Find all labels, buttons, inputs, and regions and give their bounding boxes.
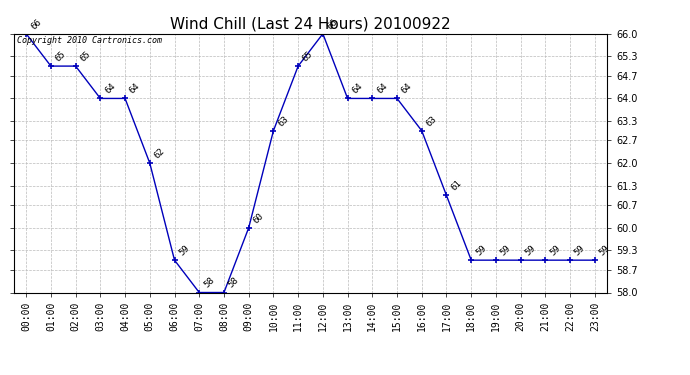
Text: 65: 65 <box>301 50 315 63</box>
Text: 63: 63 <box>424 114 439 128</box>
Text: 64: 64 <box>400 82 414 96</box>
Text: 66: 66 <box>29 17 43 31</box>
Text: 64: 64 <box>351 82 364 96</box>
Text: 59: 59 <box>177 243 191 257</box>
Text: 64: 64 <box>128 82 142 96</box>
Text: 62: 62 <box>152 146 166 160</box>
Text: 58: 58 <box>227 276 241 290</box>
Text: 64: 64 <box>103 82 117 96</box>
Text: Copyright 2010 Cartronics.com: Copyright 2010 Cartronics.com <box>17 36 161 45</box>
Text: 65: 65 <box>54 50 68 63</box>
Text: 60: 60 <box>251 211 266 225</box>
Title: Wind Chill (Last 24 Hours) 20100922: Wind Chill (Last 24 Hours) 20100922 <box>170 16 451 31</box>
Text: 59: 59 <box>499 243 513 257</box>
Text: 59: 59 <box>548 243 562 257</box>
Text: 66: 66 <box>326 17 339 31</box>
Text: 61: 61 <box>449 179 463 193</box>
Text: 59: 59 <box>474 243 488 257</box>
Text: 59: 59 <box>573 243 587 257</box>
Text: 65: 65 <box>79 50 92 63</box>
Text: 63: 63 <box>276 114 290 128</box>
Text: 58: 58 <box>202 276 216 290</box>
Text: 59: 59 <box>598 243 611 257</box>
Text: 64: 64 <box>375 82 389 96</box>
Text: 59: 59 <box>524 243 538 257</box>
